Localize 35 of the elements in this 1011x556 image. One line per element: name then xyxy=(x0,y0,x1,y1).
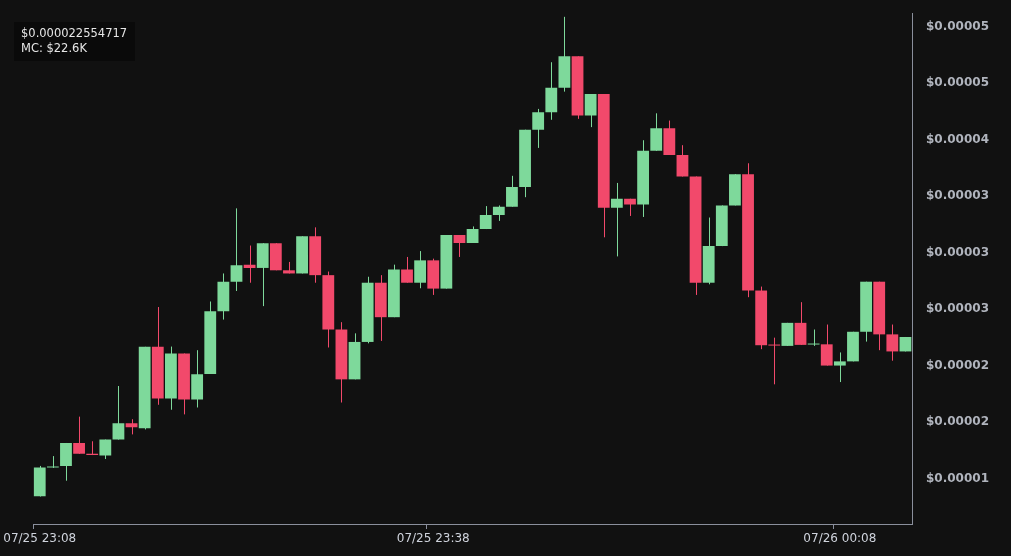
annotation: $0.000022554717 xyxy=(21,26,128,41)
y-tick-label: $0.00001 xyxy=(926,470,990,485)
candlestick xyxy=(584,93,597,128)
y-tick-label: $0.00002 xyxy=(926,357,990,372)
candlestick xyxy=(46,455,59,469)
x-tick-label: 07/26 00:08 xyxy=(803,531,877,546)
candlestick xyxy=(833,351,846,383)
candlestick xyxy=(820,324,833,367)
y-tick-label: $0.00005 xyxy=(926,75,990,90)
candlestick xyxy=(401,256,413,284)
candlestick xyxy=(453,234,466,258)
y-tick-label: $0.00002 xyxy=(926,414,990,429)
y-tick-label: $0.00003 xyxy=(926,244,990,259)
candlestick xyxy=(506,175,518,208)
candlestick xyxy=(610,182,623,257)
y-tick-label: $0.00005 xyxy=(926,18,990,33)
y-tick-label: $0.00004 xyxy=(926,131,990,146)
candlestick xyxy=(807,329,820,347)
candlestick xyxy=(112,385,125,441)
candlestick xyxy=(532,108,545,149)
candlestick xyxy=(886,324,899,362)
candlestick xyxy=(73,416,85,455)
y-tick-label: $0.00003 xyxy=(926,301,990,316)
annotation: MC: $22.6K xyxy=(21,41,88,56)
candlestick xyxy=(230,207,243,292)
candlestick xyxy=(60,442,72,482)
y-tick-label: $0.00003 xyxy=(926,188,990,203)
candlestick xyxy=(768,337,781,385)
x-tick-label: 07/25 23:38 xyxy=(396,531,470,546)
candlestick xyxy=(650,112,663,152)
candlestick xyxy=(243,245,256,284)
candlestick xyxy=(794,301,807,346)
candlestick xyxy=(414,250,427,289)
x-tick-label: 07/25 23:08 xyxy=(3,531,77,546)
candlestick xyxy=(676,144,689,177)
